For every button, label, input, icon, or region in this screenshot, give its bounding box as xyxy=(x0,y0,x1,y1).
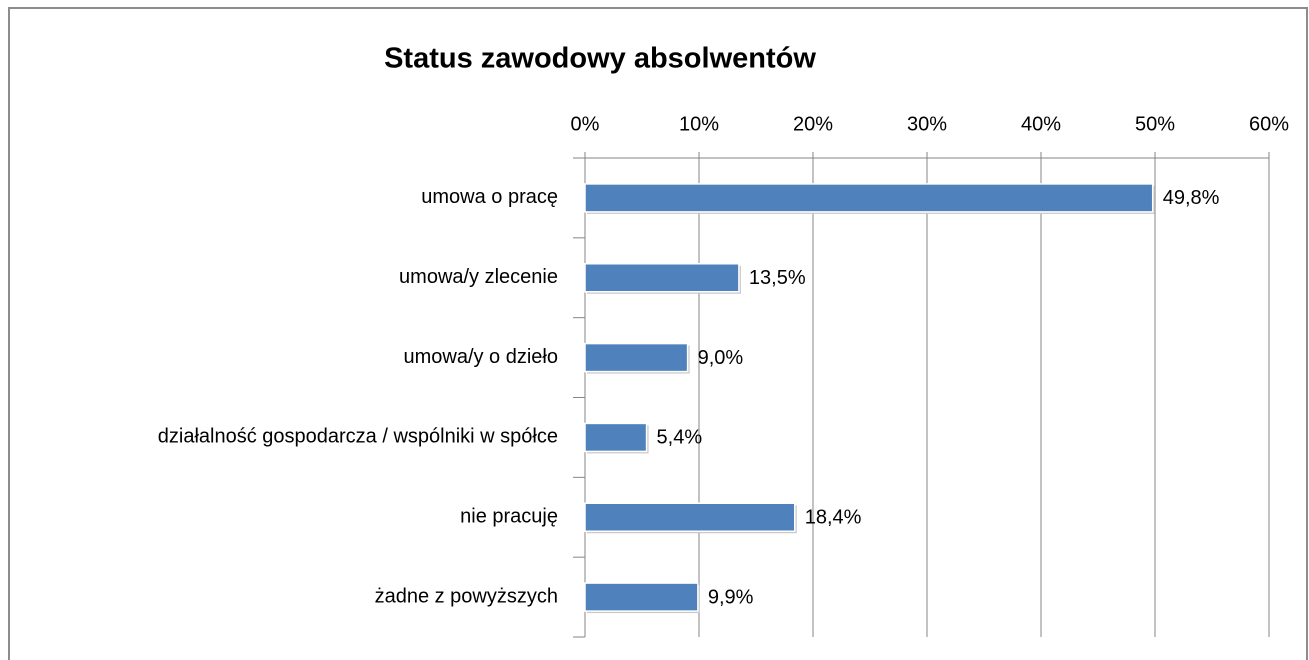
bar xyxy=(584,582,699,612)
y-tick-label: nie pracuję xyxy=(460,506,558,528)
y-tick-label: umowa o pracę xyxy=(421,186,558,208)
bar xyxy=(584,342,689,373)
x-tick-label: 50% xyxy=(1135,113,1175,135)
bar xyxy=(584,502,796,532)
x-tick-label: 60% xyxy=(1249,113,1289,135)
bar xyxy=(584,263,740,293)
y-tick-label: umowa/y o dzieło xyxy=(403,346,558,368)
x-tick-label: 40% xyxy=(1021,113,1061,135)
x-tick-label: 30% xyxy=(907,113,947,135)
chart-frame xyxy=(8,7,1308,660)
data-label: 5,4% xyxy=(657,427,703,449)
bar xyxy=(584,422,648,453)
data-label: 13,5% xyxy=(749,267,806,289)
data-label: 18,4% xyxy=(805,507,862,529)
x-tick-label: 10% xyxy=(679,113,719,135)
x-tick-label: 20% xyxy=(793,113,833,135)
y-tick-label: działalność gospodarcza / wspólniki w sp… xyxy=(158,426,558,448)
bar xyxy=(584,183,1154,213)
data-label: 9,9% xyxy=(708,586,754,608)
y-tick-label: umowa/y zlecenie xyxy=(399,266,558,288)
data-label: 9,0% xyxy=(698,347,744,369)
x-tick-label: 0% xyxy=(571,113,600,135)
y-tick-label: żadne z powyższych xyxy=(375,585,558,607)
chart-title: Status zawodowy absolwentów xyxy=(384,43,816,75)
data-label: 49,8% xyxy=(1163,187,1220,209)
